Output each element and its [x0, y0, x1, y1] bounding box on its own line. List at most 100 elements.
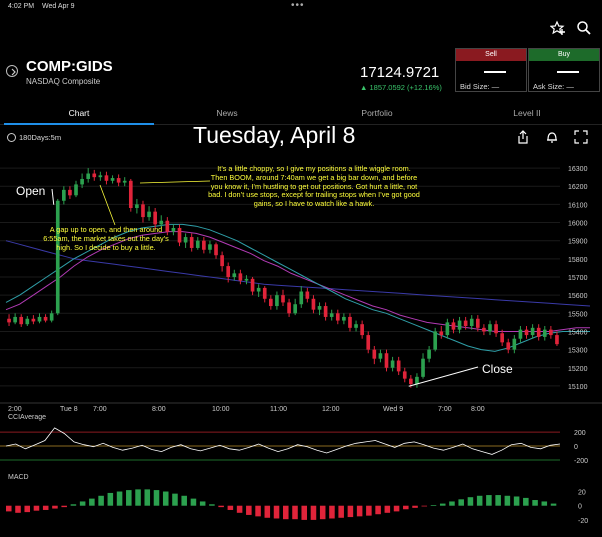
watchlist-add-icon[interactable]	[549, 20, 566, 36]
macd-bar	[283, 505, 289, 520]
tab-portfolio[interactable]: Portfolio	[361, 108, 393, 118]
candle	[68, 189, 72, 196]
open-label: Open	[16, 184, 46, 198]
candle	[384, 353, 389, 368]
close-label: Close	[482, 362, 513, 376]
chart-area[interactable]: 16300 16200 16100 16000 15900 15800 15700 15600…	[0, 155, 602, 537]
top-actions	[549, 20, 592, 36]
candle	[141, 204, 145, 218]
range-selector[interactable]: 180Days:5m	[7, 133, 61, 142]
y-tick-label: 15900	[568, 239, 588, 246]
macd-bar	[246, 505, 252, 515]
macd-bar	[532, 500, 538, 506]
candle	[524, 329, 529, 336]
bid-size: Bid Size: —	[460, 82, 500, 91]
close-arrow	[408, 366, 479, 387]
macd-tick-label: 20	[578, 490, 586, 497]
macd-bar	[421, 505, 428, 507]
x-tick-label: 10:00	[212, 406, 230, 413]
macd-bar	[310, 505, 317, 520]
macd-bar	[144, 489, 151, 506]
candle	[323, 306, 328, 317]
macd-bar	[430, 505, 437, 506]
sell-button[interactable]: Sell	[456, 49, 526, 61]
candle	[208, 244, 212, 250]
candle	[147, 211, 151, 218]
search-icon[interactable]	[576, 20, 592, 36]
candle	[506, 342, 511, 350]
candle	[335, 313, 340, 321]
alert-icon[interactable]	[545, 130, 559, 144]
macd-bar	[347, 505, 354, 518]
macd-bar	[403, 505, 409, 510]
clock-icon	[7, 133, 16, 142]
cci-tick-label: 0	[574, 444, 578, 451]
macd-bar	[52, 505, 58, 509]
macd-bar	[329, 505, 335, 519]
bid-price-placeholder	[484, 71, 506, 73]
x-tick-label: 2:00	[8, 406, 22, 413]
y-tick-label: 15500	[568, 311, 588, 318]
candle	[238, 273, 243, 281]
multitask-dots[interactable]: •••	[291, 0, 305, 11]
macd-bar	[15, 505, 21, 513]
annotation-top: It’s a little choppy, so I give my posit…	[208, 164, 420, 208]
macd-bar	[486, 495, 492, 506]
y-tick-label: 16300	[568, 166, 588, 173]
macd-bar	[70, 504, 77, 506]
candle	[372, 349, 377, 359]
macd-bar	[513, 496, 520, 506]
candle	[183, 237, 188, 243]
quote-header: COMP:GIDS NASDAQ Composite 17124.9721 ▲ …	[0, 52, 602, 100]
candle	[171, 227, 176, 232]
tab-news[interactable]: News	[216, 108, 238, 118]
sell-panel[interactable]: Sell Bid Size: —	[455, 48, 527, 92]
share-icon[interactable]	[516, 130, 530, 144]
candle	[202, 240, 206, 250]
y-tick-label: 16000	[568, 221, 588, 228]
candle	[256, 287, 261, 292]
candle	[80, 178, 84, 185]
macd-bar	[42, 505, 49, 510]
macd-bar	[366, 505, 372, 516]
cci-tick-label: -200	[574, 458, 588, 465]
candle	[55, 200, 60, 314]
candle	[299, 291, 304, 305]
x-tick-label: 8:00	[471, 406, 485, 413]
buy-button[interactable]: Buy	[529, 49, 599, 61]
expand-quote-button[interactable]	[6, 65, 18, 77]
macd-bar	[356, 505, 363, 517]
macd-bar	[255, 505, 261, 517]
x-tick-label: Wed 9	[383, 406, 403, 413]
macd-bar	[439, 503, 446, 506]
chart-actions	[516, 130, 588, 144]
macd-bar	[375, 505, 381, 515]
candle	[360, 324, 364, 336]
macd-bar	[338, 505, 344, 518]
buy-panel[interactable]: Buy Ask Size: —	[528, 48, 600, 92]
cci-tick-label: 200	[574, 430, 586, 437]
macd-bar	[126, 490, 132, 506]
expand-icon[interactable]	[574, 130, 588, 144]
macd-bar	[412, 505, 418, 508]
macd-tick-label: 0	[578, 504, 582, 511]
tab-level-ii[interactable]: Level II	[513, 108, 541, 118]
candle	[427, 349, 431, 359]
tab-chart[interactable]: Chart	[68, 108, 90, 118]
macd-bar	[181, 495, 187, 506]
candle	[348, 316, 352, 328]
macd-bar	[541, 501, 548, 506]
macd-bar	[467, 497, 474, 506]
candle	[19, 316, 24, 325]
macd-tick-label: -20	[578, 518, 588, 525]
day-title: Tuesday, April 8	[193, 122, 356, 148]
candle	[37, 316, 42, 322]
candle	[390, 360, 395, 368]
candle	[195, 240, 200, 248]
x-tick-label: 11:00	[270, 406, 287, 413]
macd-bar	[495, 495, 501, 506]
y-tick-label: 15400	[568, 329, 588, 336]
x-tick-label: 7:00	[93, 406, 107, 413]
candle	[293, 304, 298, 314]
macd-bar	[24, 505, 31, 513]
